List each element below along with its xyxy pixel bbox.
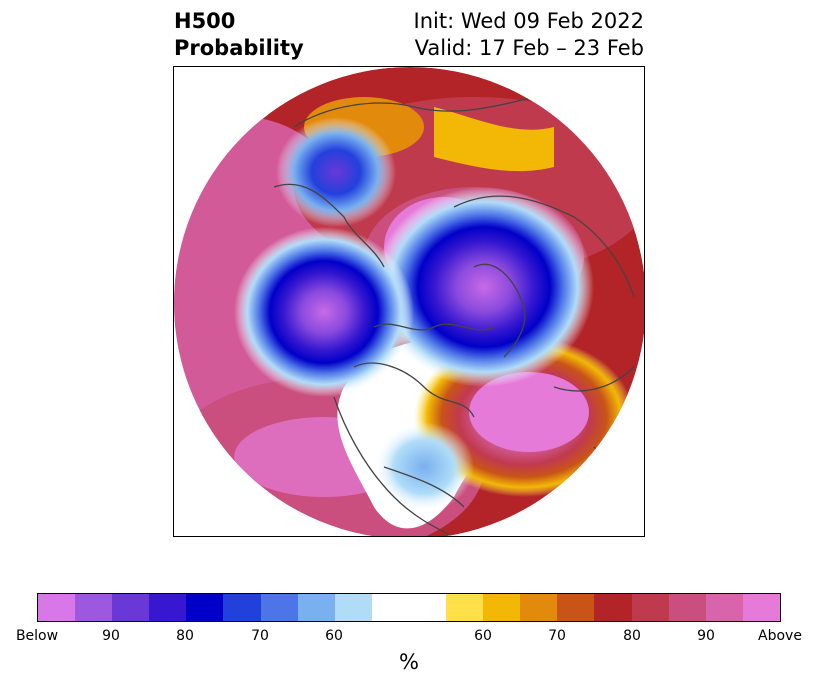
colorbar-swatch bbox=[631, 594, 669, 621]
colorbar-swatch bbox=[705, 594, 743, 621]
chart-dates: Init: Wed 09 Feb 2022 Valid: 17 Feb – 23… bbox=[414, 8, 644, 62]
colorbar-swatch bbox=[557, 594, 595, 621]
colorbar bbox=[37, 593, 781, 622]
colorbar-swatch bbox=[520, 594, 558, 621]
colorbar-swatch bbox=[186, 594, 224, 621]
colorbar-tick: 80 bbox=[623, 628, 641, 644]
colorbar-unit: % bbox=[399, 650, 419, 674]
colorbar-tick: Above bbox=[758, 628, 802, 644]
colorbar-swatch bbox=[742, 594, 780, 621]
colorbar-swatch bbox=[297, 594, 335, 621]
valid-range: Valid: 17 Feb – 23 Feb bbox=[414, 36, 644, 60]
colorbar-swatch bbox=[483, 594, 521, 621]
coastlines bbox=[273, 96, 640, 536]
colorbar-tick: 80 bbox=[176, 628, 194, 644]
colorbar-swatch bbox=[446, 594, 484, 621]
colorbar-tick: 90 bbox=[102, 628, 120, 644]
polar-map bbox=[174, 67, 644, 536]
colorbar-tick: 90 bbox=[697, 628, 715, 644]
colorbar-swatch bbox=[334, 594, 372, 621]
colorbar-tick: 70 bbox=[251, 628, 269, 644]
colorbar-tick: Below bbox=[15, 628, 59, 644]
colorbar-swatch bbox=[149, 594, 187, 621]
colorbar-swatch bbox=[223, 594, 261, 621]
colorbar-tick: 70 bbox=[548, 628, 566, 644]
colorbar-swatch bbox=[594, 594, 632, 621]
anomaly-field bbox=[174, 67, 644, 536]
chart-title: H500 Probability bbox=[174, 8, 304, 62]
colorbar-swatch bbox=[38, 594, 76, 621]
map-panel bbox=[173, 66, 645, 537]
title-line-variable: H500 bbox=[174, 9, 236, 33]
colorbar-swatch bbox=[260, 594, 298, 621]
colorbar-swatch bbox=[75, 594, 113, 621]
colorbar-tick: 60 bbox=[325, 628, 343, 644]
colorbar-swatch bbox=[668, 594, 706, 621]
init-date: Init: Wed 09 Feb 2022 bbox=[413, 9, 644, 33]
colorbar-swatch bbox=[371, 594, 447, 621]
colorbar-tick: 60 bbox=[474, 628, 492, 644]
colorbar-swatch bbox=[112, 594, 150, 621]
title-line-type: Probability bbox=[174, 36, 304, 60]
